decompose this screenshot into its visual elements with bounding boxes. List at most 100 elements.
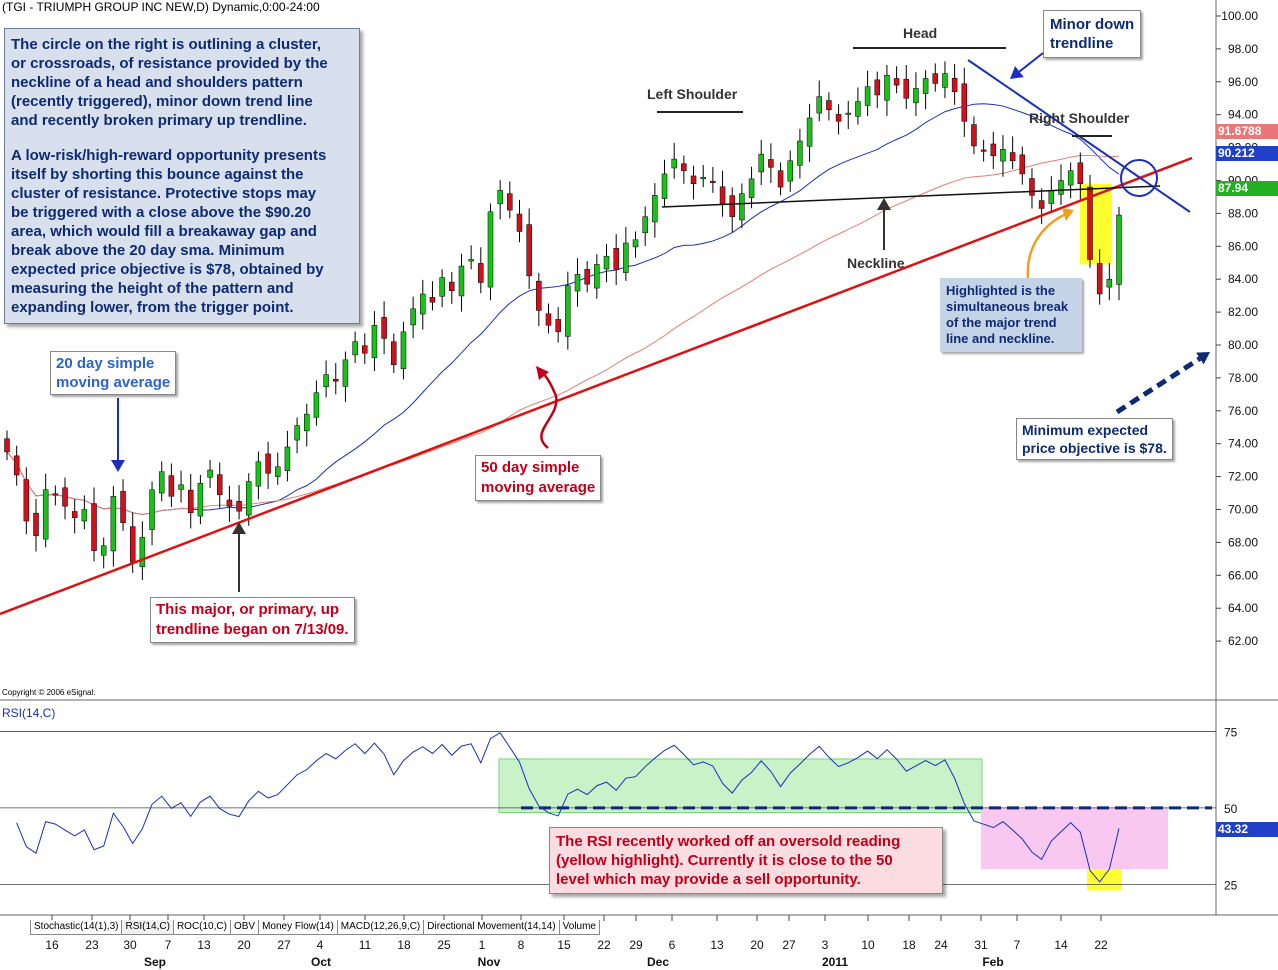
y-tick-label: 100.00 — [1221, 9, 1258, 23]
candle-body — [603, 255, 610, 270]
candle-body — [787, 160, 793, 182]
candle-body — [52, 493, 59, 496]
x-tick-label: 14 — [1054, 938, 1068, 952]
main-annotation-line: and recently broken primary up trendline… — [11, 112, 307, 129]
candle-body — [255, 461, 262, 487]
candle-body — [777, 170, 784, 188]
highlight-note: Highlighted is the simultaneous break of… — [940, 278, 1082, 352]
y-tick-label: 96.00 — [1228, 75, 1258, 89]
sma20-arrow-head — [111, 460, 125, 472]
candle-body — [149, 489, 155, 530]
rsi-tick-label: 75 — [1224, 725, 1238, 739]
indicator-tab[interactable]: Stochastic(14(1),3) — [30, 920, 123, 935]
indicator-tab[interactable]: RSI(14,C) — [121, 920, 174, 935]
rsi-tick-label: 50 — [1224, 802, 1238, 816]
candle-body — [391, 341, 397, 365]
y-tick-label: 68.00 — [1228, 535, 1258, 549]
highlight-curved-arrow — [1026, 212, 1067, 279]
candle-body — [1067, 170, 1074, 186]
x-tick-label: 16 — [45, 938, 59, 952]
candle-body — [410, 308, 416, 326]
candle-body — [671, 158, 677, 169]
sma20-note: 20 day simple moving average — [50, 351, 177, 395]
main-annotation-line: break above the 20 day sma. Minimum — [11, 242, 285, 259]
candle-body — [13, 455, 20, 476]
candle-body — [990, 143, 997, 157]
x-tick-label: 29 — [629, 938, 643, 952]
rsi-green-zone — [498, 758, 983, 813]
candle-body — [816, 96, 822, 114]
resistance-circle — [1120, 159, 1158, 197]
candle-body — [33, 512, 39, 537]
x-tick-label: 31 — [974, 938, 988, 952]
candle-body — [893, 78, 900, 86]
candle-body — [342, 359, 349, 387]
x-tick-label: 15 — [557, 938, 571, 952]
candle-body — [565, 285, 571, 337]
x-tick-label: 3 — [822, 938, 829, 952]
indicator-tab[interactable]: Directional Movement(14,14) — [423, 920, 560, 935]
sma50-curved-arrow-head — [536, 366, 549, 380]
candle-body — [661, 173, 668, 199]
main-annotation-line: itself by shorting this bounce against t… — [11, 166, 304, 183]
candle-body — [739, 193, 745, 221]
candle-body — [187, 489, 194, 514]
main-annotation-line: cluster of resistance. Protective stops … — [11, 185, 317, 202]
candle-body — [129, 526, 136, 563]
indicator-tab[interactable]: OBV — [229, 920, 260, 935]
month-label: Sep — [144, 955, 166, 969]
y-tick-label: 62.00 — [1228, 634, 1258, 648]
candle-body — [526, 224, 532, 277]
price-badge: 87.94 — [1216, 181, 1278, 196]
x-tick-label: 8 — [518, 938, 525, 952]
candle-body — [768, 159, 774, 168]
indicator-tab[interactable]: Volume — [558, 920, 600, 935]
candle-body — [91, 503, 97, 551]
candle-body — [468, 259, 474, 262]
candle-body — [932, 73, 939, 84]
y-tick-label: 84.00 — [1228, 272, 1258, 286]
x-tick-label: 25 — [437, 938, 451, 952]
rsi-pink-zone — [981, 807, 1168, 870]
rsi-yellow-zone — [1087, 869, 1122, 891]
main-annotation-line — [11, 130, 353, 146]
candle-body — [922, 78, 929, 94]
left-shoulder-label: Left Shoulder — [647, 86, 738, 102]
candle-body — [652, 195, 658, 223]
x-tick-label: 1 — [479, 938, 486, 952]
x-tick-label: 22 — [597, 938, 611, 952]
main-annotation-line: (recently triggered), minor down trend l… — [11, 93, 313, 110]
candle-body — [942, 73, 948, 88]
candle-body — [729, 195, 735, 217]
candle-body — [139, 537, 146, 567]
objective-note: Minimum expected price objective is $78. — [1016, 418, 1173, 460]
candle-body — [681, 163, 687, 171]
primary-up-trendline — [0, 156, 1193, 616]
candle-body — [961, 83, 968, 122]
candle-body — [216, 474, 223, 495]
x-tick-label: 11 — [359, 938, 372, 952]
month-label: Dec — [647, 955, 669, 969]
candle-body — [100, 545, 107, 556]
candle-body — [1106, 278, 1113, 288]
x-tick-label: 24 — [934, 938, 948, 952]
candle-body — [178, 484, 184, 490]
candle-body — [42, 489, 49, 540]
rsi-note: The RSI recently worked off an oversold … — [549, 827, 943, 894]
candle-body — [719, 186, 726, 204]
month-label: 2011 — [822, 955, 848, 969]
y-tick-label: 94.00 — [1228, 108, 1258, 122]
indicator-tab[interactable]: MACD(12,26,9,C) — [336, 920, 425, 935]
sma20-badge: 90.212 — [1216, 146, 1278, 161]
indicator-tab[interactable]: ROC(10,C) — [172, 920, 231, 935]
indicator-tab[interactable]: Money Flow(14) — [258, 920, 338, 935]
candle-body — [1038, 200, 1045, 209]
candle-body — [758, 153, 764, 173]
y-tick-label: 82.00 — [1228, 305, 1258, 319]
candle-body — [1048, 190, 1055, 204]
candle-body — [536, 280, 542, 311]
y-tick-label: 74.00 — [1228, 437, 1258, 451]
main-annotation: The circle on the right is outlining a c… — [4, 28, 360, 324]
candle-body — [197, 482, 204, 517]
